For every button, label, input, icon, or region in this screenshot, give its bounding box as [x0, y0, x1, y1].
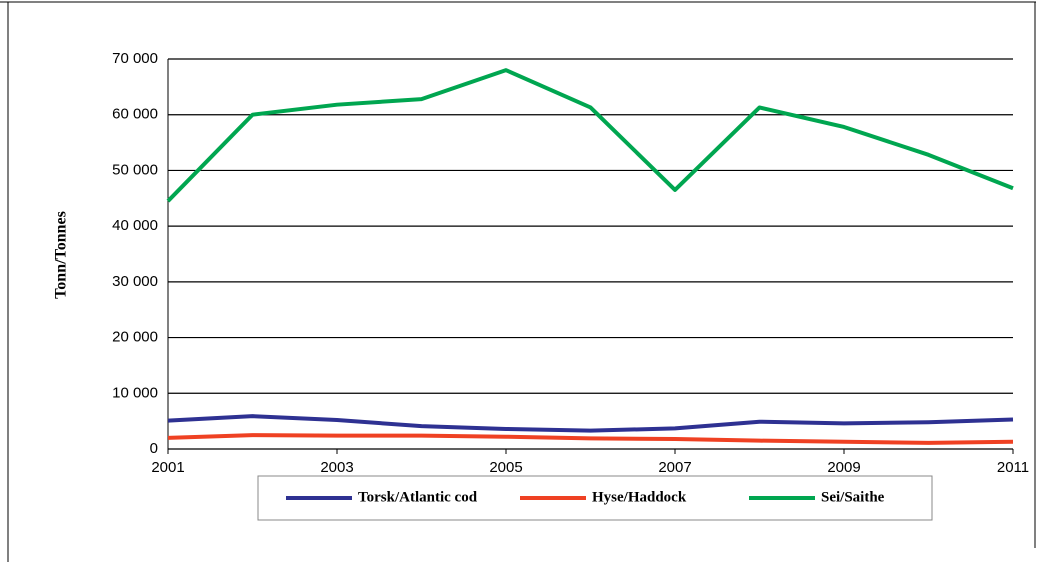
y-tick-label: 10 000	[112, 384, 158, 401]
y-tick-label: 20 000	[112, 329, 158, 346]
x-tick-label: 2003	[320, 459, 353, 476]
y-tick-label: 30 000	[112, 273, 158, 290]
y-tick-label: 50 000	[112, 161, 158, 178]
y-tick-label: 70 000	[112, 50, 158, 67]
series-line	[167, 433, 1014, 445]
y-tick-label: 0	[150, 440, 158, 457]
y-tick-label: 40 000	[112, 217, 158, 234]
series-line	[167, 414, 1014, 433]
x-tick-label: 2009	[827, 459, 860, 476]
x-tick-label: 2001	[151, 459, 184, 476]
y-tick-label: 60 000	[112, 106, 158, 123]
legend-label: Sei/Saithe	[821, 489, 885, 505]
legend-box	[257, 475, 933, 521]
legend-label: Hyse/Haddock	[592, 489, 687, 505]
y-axis-title: Tonn/Tonnes	[53, 211, 70, 299]
x-tick-label: 2005	[489, 459, 522, 476]
series-line	[166, 68, 1014, 203]
x-tick-label: 2007	[658, 459, 691, 476]
legend-label: Torsk/Atlantic cod	[358, 489, 478, 505]
x-tick-label: 2011	[997, 459, 1029, 476]
